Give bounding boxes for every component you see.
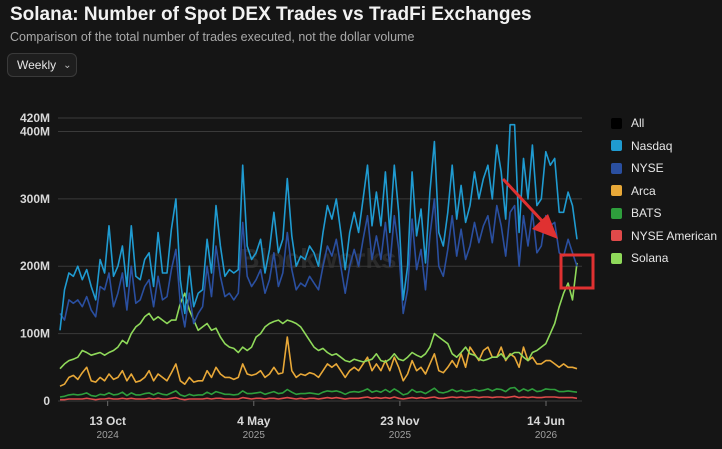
x-tick-year: 2025 [243, 430, 266, 441]
series-line-nasdaq [59, 123, 578, 331]
legend-label: Solana [631, 251, 669, 266]
legend-item-bats[interactable]: BATS [611, 202, 717, 225]
x-tick-label: 4 May [237, 414, 271, 428]
series-line-nyse-american [60, 395, 578, 401]
highlight-box [559, 253, 595, 290]
annotations [501, 177, 595, 290]
legend-swatch [611, 117, 622, 129]
series-line-nyse [59, 198, 578, 328]
x-axis: 13 Oct 2024 4 May 2025 23 Nov 2025 14 Jun 2026 [89, 401, 565, 441]
legend-swatch [611, 140, 622, 152]
x-tick-label: 13 Oct [89, 414, 126, 428]
y-tick-label: 300M [20, 192, 50, 206]
legend-item-nyse[interactable]: NYSE [611, 157, 717, 180]
legend-item-nyse-american[interactable]: NYSE American [611, 225, 717, 248]
y-tick-label: 0 [43, 394, 50, 408]
legend-swatch [611, 252, 622, 264]
legend-item-solana[interactable]: Solana [611, 247, 717, 270]
y-tick-label: 420M [20, 111, 50, 125]
chevron-down-icon: ⌄ [63, 59, 72, 71]
legend-item-nasdaq[interactable]: Nasdaq [611, 135, 717, 158]
series-lines [59, 123, 578, 401]
legend-swatch [611, 230, 622, 242]
series-line-arca [59, 336, 578, 387]
legend-label: All [631, 116, 645, 131]
annotation-arrow-shaft [501, 177, 547, 226]
legend: All Nasdaq NYSE Arca BATS NYSE American Solana [611, 112, 717, 270]
legend-label: NYSE [631, 161, 664, 176]
legend-swatch [611, 207, 622, 219]
legend-swatch [611, 185, 622, 197]
legend-label: NYSE American [631, 228, 718, 243]
y-tick-label: 400M [20, 124, 50, 138]
x-tick-year: 2024 [97, 430, 120, 441]
x-tick-label: 23 Nov [380, 414, 420, 428]
x-tick-year: 2025 [389, 430, 412, 441]
legend-label: Arca [631, 183, 656, 198]
frequency-label: Weekly [17, 58, 57, 72]
annotation-arrow-head [532, 214, 558, 239]
legend-label: Nasdaq [631, 138, 673, 153]
series-line-bats [59, 386, 578, 398]
y-tick-label: 200M [20, 259, 50, 273]
chart-title: Solana: Number of Spot DEX Trades vs Tra… [10, 4, 532, 25]
frequency-dropdown[interactable]: Weekly ⌄ [7, 53, 77, 77]
legend-item-arca[interactable]: Arca [611, 180, 717, 203]
legend-swatch [611, 162, 622, 174]
grid-lines [58, 117, 582, 402]
y-tick-label: 100M [20, 327, 50, 341]
legend-item-all[interactable]: All [611, 112, 717, 135]
legend-label: BATS [631, 206, 662, 221]
x-tick-year: 2026 [535, 430, 558, 441]
x-tick-label: 14 Jun [527, 414, 565, 428]
chart-subtitle: Comparison of the total number of trades… [10, 30, 415, 44]
series-line-solana [59, 262, 578, 370]
